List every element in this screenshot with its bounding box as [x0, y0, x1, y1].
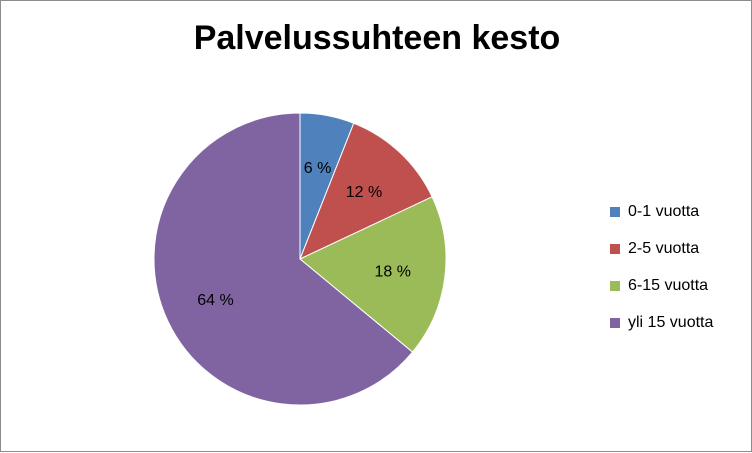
- legend-item-3: 6-15 vuotta: [610, 267, 713, 304]
- legend-label-1: 0-1 vuotta: [628, 202, 700, 220]
- chart-title: Palvelussuhteen kesto: [193, 19, 561, 57]
- legend-swatch-2: [610, 243, 620, 254]
- data-label-3: 18 %: [374, 264, 410, 281]
- legend-item-4: yli 15 vuotta: [610, 304, 713, 341]
- legend-label-4: yli 15 vuotta: [628, 313, 714, 331]
- pie-slice-4: [153, 112, 414, 406]
- legend-swatch-4: [610, 317, 620, 328]
- legend-label-2: 2-5 vuotta: [628, 239, 700, 257]
- pie-slice-3: [299, 196, 447, 353]
- pie-slice-2: [299, 122, 433, 260]
- legend-item-1: 0-1 vuotta: [610, 193, 713, 230]
- data-label-1: 6 %: [304, 160, 332, 177]
- legend-swatch-3: [610, 280, 620, 291]
- data-label-2: 12 %: [346, 184, 382, 201]
- legend-item-2: 2-5 vuotta: [610, 230, 713, 267]
- legend: 0-1 vuotta 2-5 vuotta 6-15 vuotta yli 15 vu…: [610, 193, 713, 341]
- data-label-4: 64 %: [197, 292, 233, 309]
- legend-label-3: 6-15 vuotta: [628, 276, 709, 294]
- legend-swatch-1: [610, 206, 620, 217]
